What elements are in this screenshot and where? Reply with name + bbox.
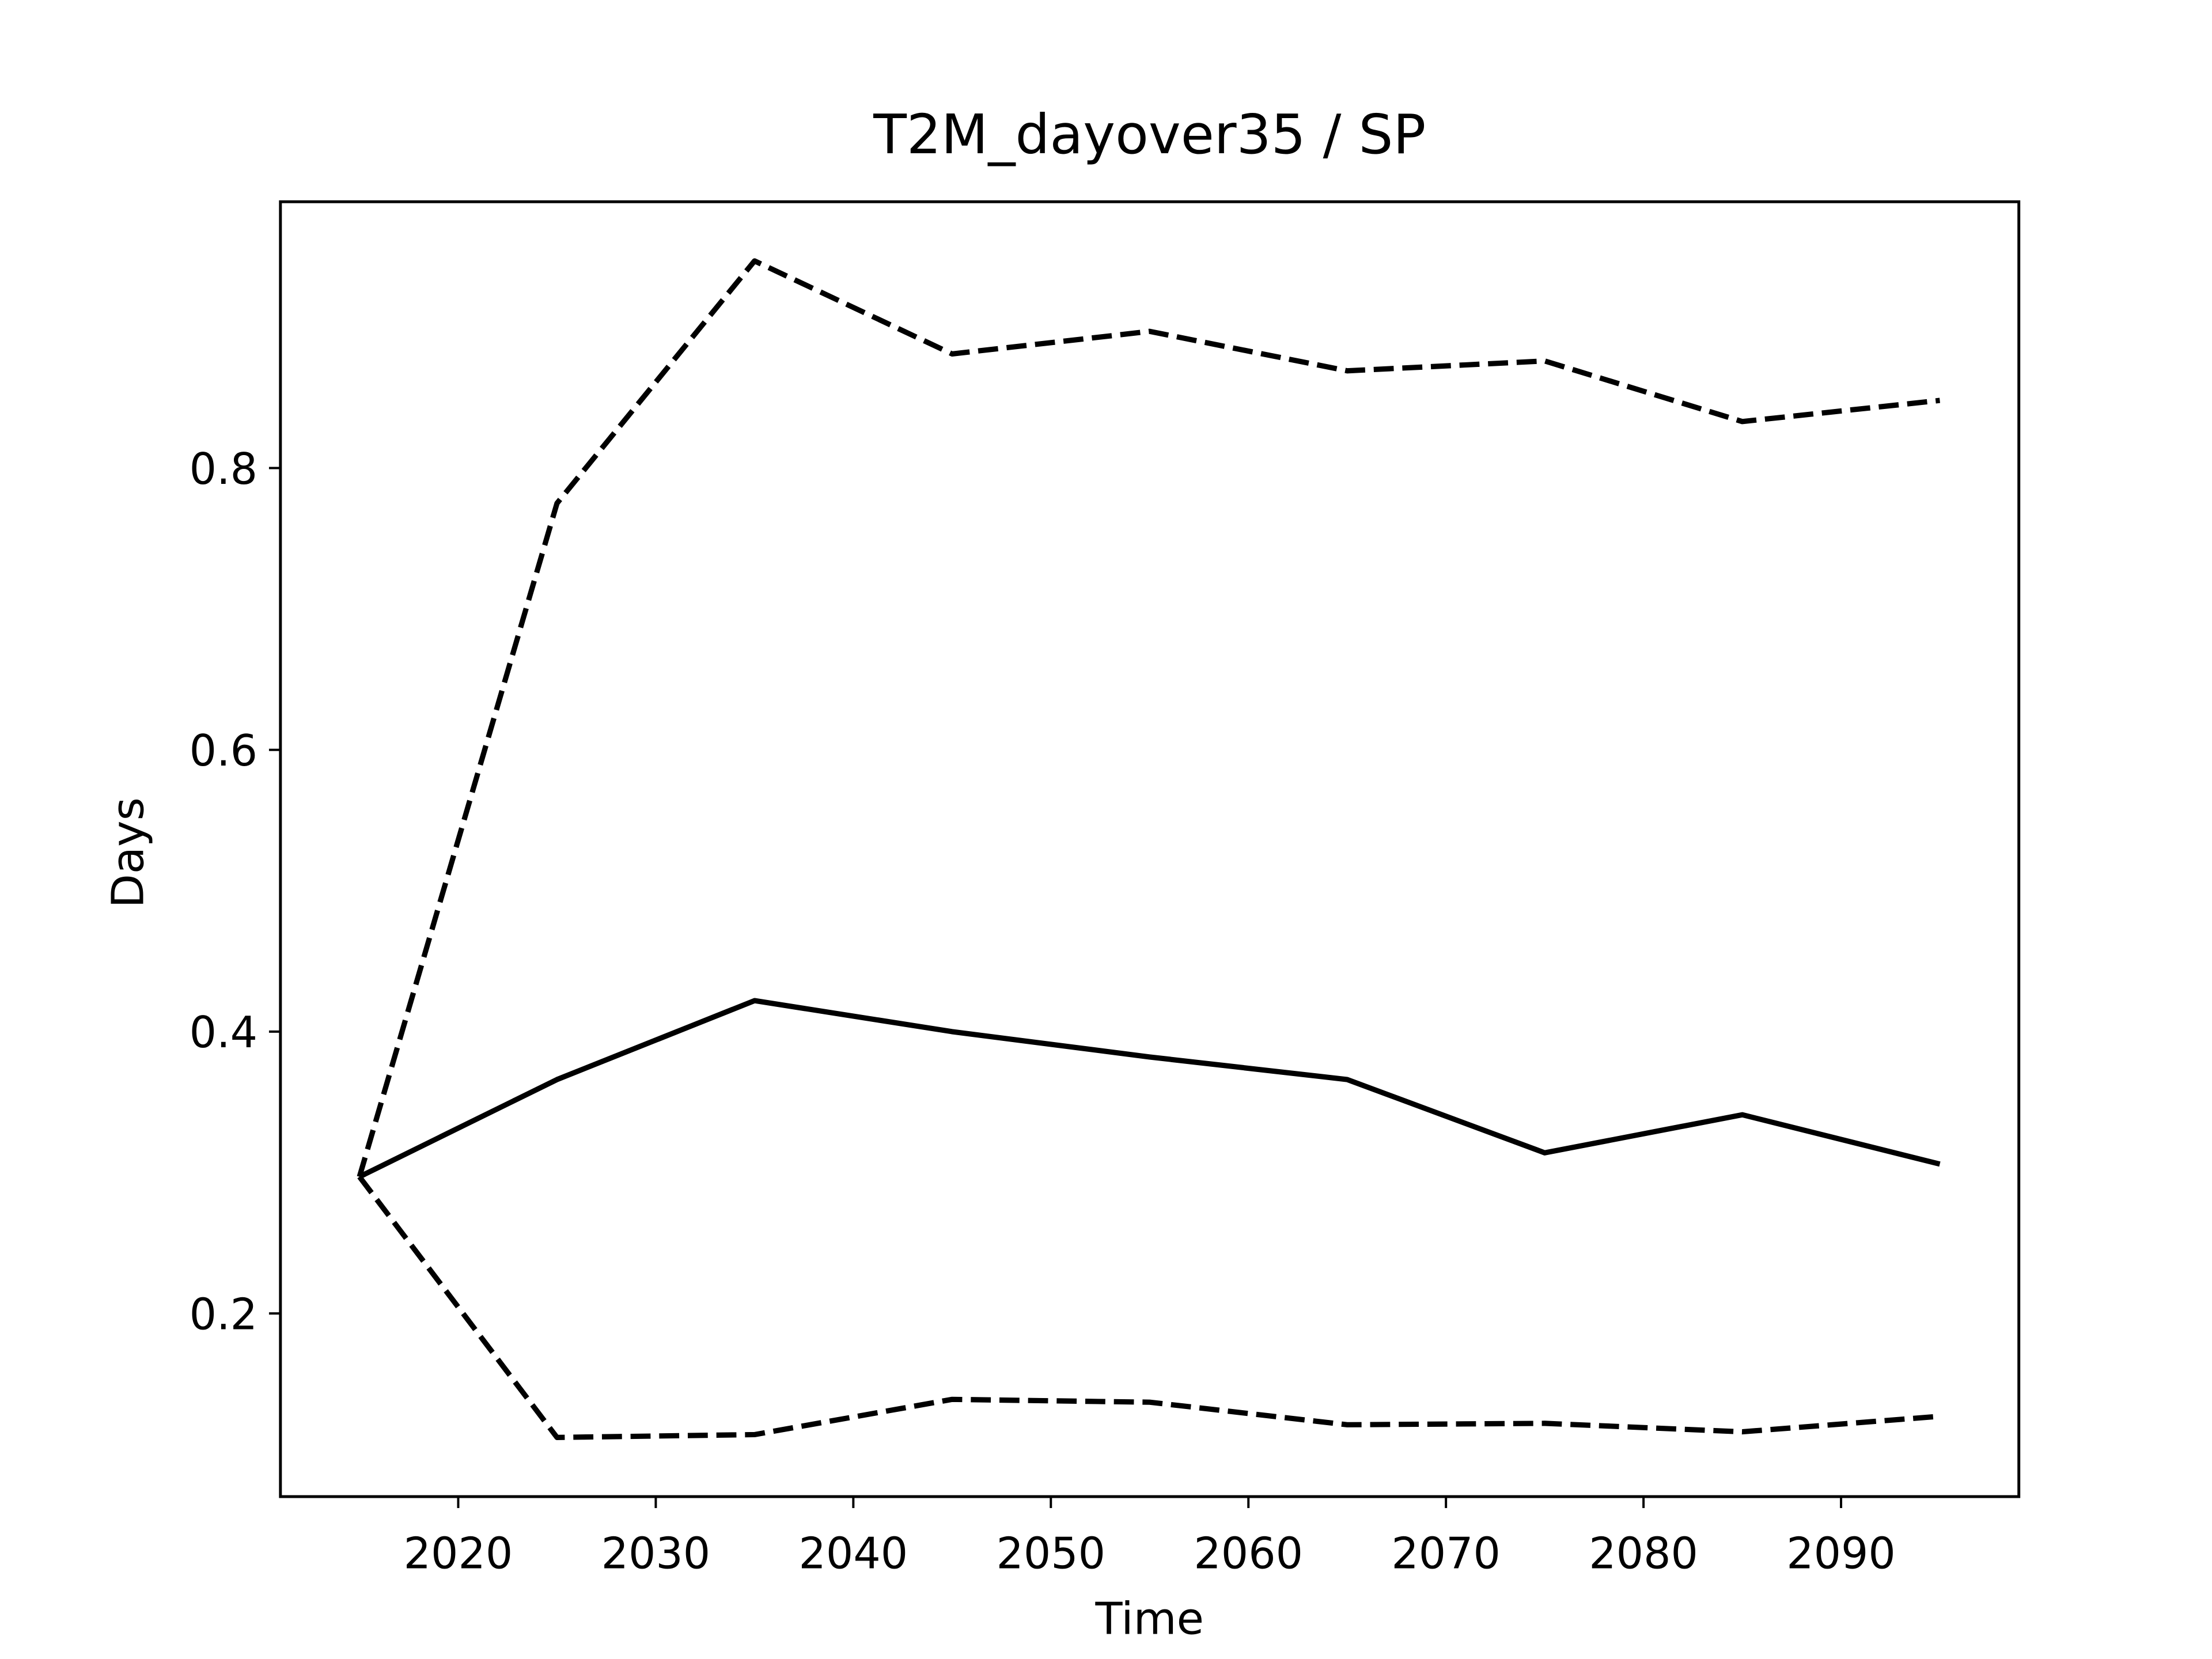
y-tick-label: 0.8 [190, 444, 257, 494]
x-tick-label: 2060 [1194, 1528, 1303, 1578]
x-tick-label: 2050 [996, 1528, 1105, 1578]
chart-title: T2M_dayover35 / SP [873, 103, 1426, 166]
x-tick-label: 2090 [1786, 1528, 1896, 1578]
series-line [357, 258, 1940, 1178]
y-axis-label: Days [103, 797, 154, 908]
x-axis-label: Time [1095, 1594, 1204, 1645]
x-tick-label: 2030 [601, 1528, 711, 1578]
y-tick-label: 0.6 [190, 726, 257, 776]
x-tick-label: 2070 [1391, 1528, 1501, 1578]
y-tick-label: 0.4 [190, 1007, 257, 1058]
series-line [357, 1175, 1940, 1440]
x-tick-label: 2020 [404, 1528, 513, 1578]
series-line [358, 998, 1941, 1179]
x-tick-label: 2040 [799, 1528, 908, 1578]
x-tick-label: 2080 [1589, 1528, 1698, 1578]
plot-frame [279, 200, 2021, 1498]
y-tick-label: 0.2 [190, 1289, 257, 1339]
